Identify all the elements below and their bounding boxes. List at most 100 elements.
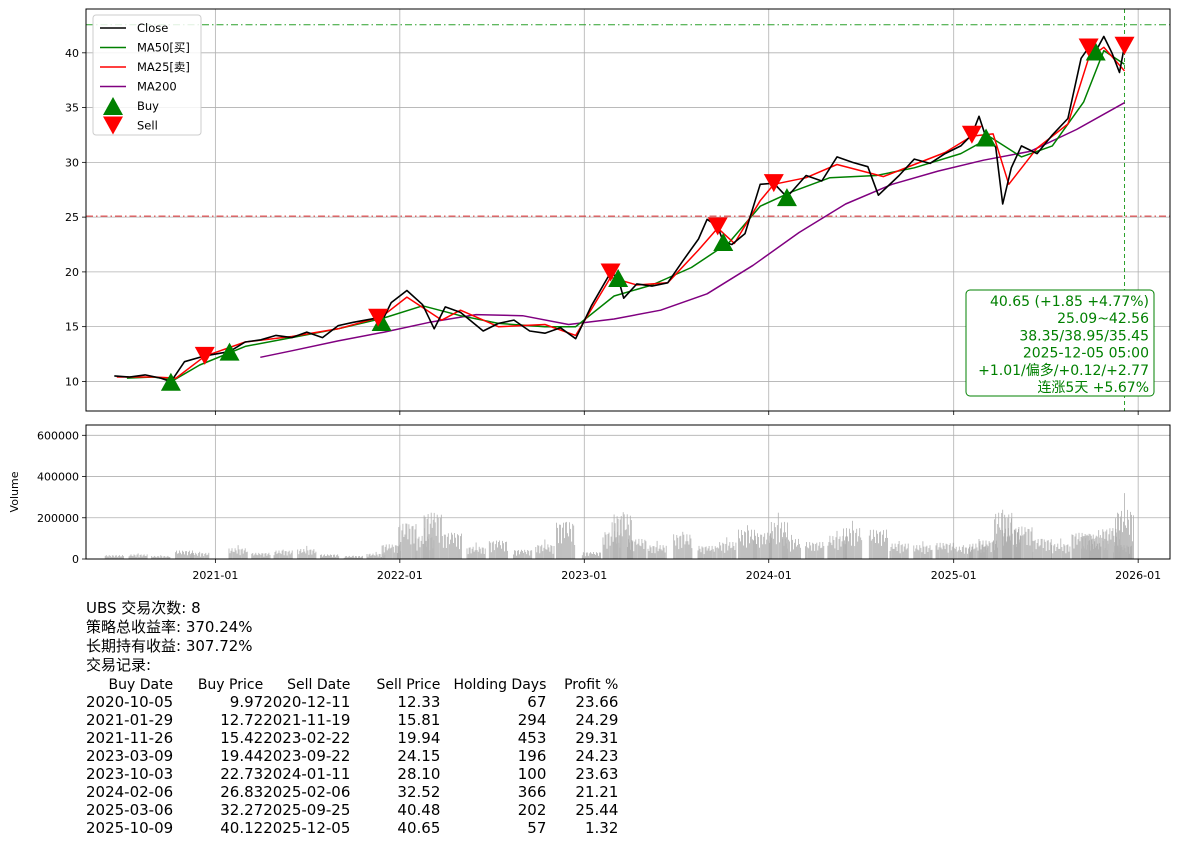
volume-bar	[549, 551, 551, 559]
volume-bar	[159, 557, 161, 559]
volume-bar	[297, 549, 299, 559]
volume-bar	[663, 547, 665, 559]
volume-bar	[264, 553, 266, 559]
volume-y-tick-label: 200000	[37, 512, 79, 525]
volume-bar	[343, 557, 345, 559]
volume-bar	[686, 534, 688, 559]
volume-bar	[755, 539, 756, 559]
volume-bar	[530, 550, 532, 559]
volume-bar	[522, 551, 523, 559]
volume-bar	[1042, 548, 1044, 559]
buy-marker	[608, 269, 629, 288]
volume-bar	[197, 555, 199, 559]
cell-holding-days: 366	[517, 783, 547, 801]
volume-bar	[652, 546, 654, 559]
volume-bar	[1010, 518, 1012, 559]
volume-bar	[233, 552, 235, 559]
volume-bar	[1078, 532, 1080, 559]
buy-marker	[713, 232, 734, 251]
summary-title: UBS 交易次数: 8	[86, 599, 201, 617]
volume-bar	[113, 557, 115, 559]
volume-bar	[1007, 518, 1009, 559]
volume-bar	[1005, 517, 1007, 559]
volume-bar	[627, 547, 629, 559]
volume-bar	[814, 550, 816, 559]
volume-bar	[456, 546, 457, 559]
volume-bar	[770, 533, 772, 559]
volume-bar	[845, 537, 846, 559]
volume-bar	[251, 553, 253, 559]
volume-bar	[1124, 548, 1126, 559]
volume-bar	[582, 552, 584, 559]
volume-bar	[372, 553, 374, 559]
volume-bar	[777, 512, 779, 559]
price-y-tick-label: 15	[65, 321, 79, 334]
volume-bar	[136, 554, 138, 559]
table-row: 2021-01-29 12.72 2021-11-19 15.81 294 24.29	[86, 711, 618, 729]
volume-bar	[375, 551, 377, 559]
cell-buy-price: 12.72	[220, 711, 264, 729]
volume-bar	[662, 545, 664, 559]
volume-bar	[442, 547, 444, 559]
volume-bar	[848, 541, 849, 559]
volume-bar	[528, 550, 530, 559]
volume-bar	[205, 552, 207, 559]
volume-bar	[900, 545, 902, 559]
volume-bar	[943, 545, 945, 559]
volume-bar	[931, 549, 933, 559]
volume-bar	[203, 556, 205, 559]
volume-bar	[723, 543, 725, 559]
volume-bar	[373, 555, 375, 559]
volume-bar	[284, 551, 286, 559]
volume-bar	[1097, 549, 1099, 559]
volume-bar	[657, 551, 659, 559]
volume-bar	[1087, 544, 1089, 559]
volume-bar	[717, 547, 719, 559]
volume-bar	[787, 522, 788, 559]
volume-bar	[468, 547, 470, 559]
volume-bar	[315, 551, 317, 559]
volume-bar	[1108, 534, 1110, 559]
volume-bar	[1037, 539, 1039, 559]
volume-bar	[610, 536, 612, 559]
volume-bar	[1120, 545, 1122, 559]
volume-bar	[299, 550, 301, 559]
volume-bar	[809, 542, 811, 559]
volume-bar	[1052, 553, 1054, 559]
volume-bar	[447, 533, 449, 559]
info-box-line: 连涨5天 +5.67%	[1037, 380, 1149, 396]
volume-bar	[937, 549, 939, 559]
volume-bar	[713, 551, 715, 559]
volume-bar	[970, 551, 972, 559]
volume-bar	[556, 522, 557, 559]
volume-bar	[255, 552, 257, 559]
volume-bar	[957, 550, 959, 559]
cell-sell-price: 19.94	[397, 729, 441, 747]
volume-bar	[847, 536, 848, 559]
volume-bar	[1079, 541, 1081, 559]
volume-bar	[762, 544, 764, 559]
volume-bar	[709, 550, 711, 559]
volume-bar	[188, 551, 189, 559]
volume-bar	[835, 537, 837, 559]
volume-bar	[838, 539, 840, 559]
volume-bar	[852, 520, 853, 559]
volume-bar	[634, 541, 636, 559]
cell-buy-price: 19.44	[220, 747, 264, 765]
volume-bar	[137, 553, 139, 559]
volume-bar	[782, 539, 783, 559]
volume-bar	[361, 556, 362, 559]
volume-bar	[904, 543, 906, 559]
volume-bar	[764, 533, 766, 559]
volume-bar	[819, 542, 821, 559]
volume-bar	[331, 555, 332, 559]
cell-sell-price: 32.52	[397, 783, 441, 801]
volume-bar	[1062, 551, 1064, 559]
info-box-line: +1.01/偏多/+0.12/+2.77	[978, 362, 1149, 379]
volume-bar	[418, 536, 420, 559]
volume-bar	[772, 538, 774, 559]
volume-bar	[607, 534, 609, 559]
volume-bar	[754, 532, 755, 559]
volume-bar	[329, 555, 330, 559]
volume-bar	[979, 541, 981, 559]
